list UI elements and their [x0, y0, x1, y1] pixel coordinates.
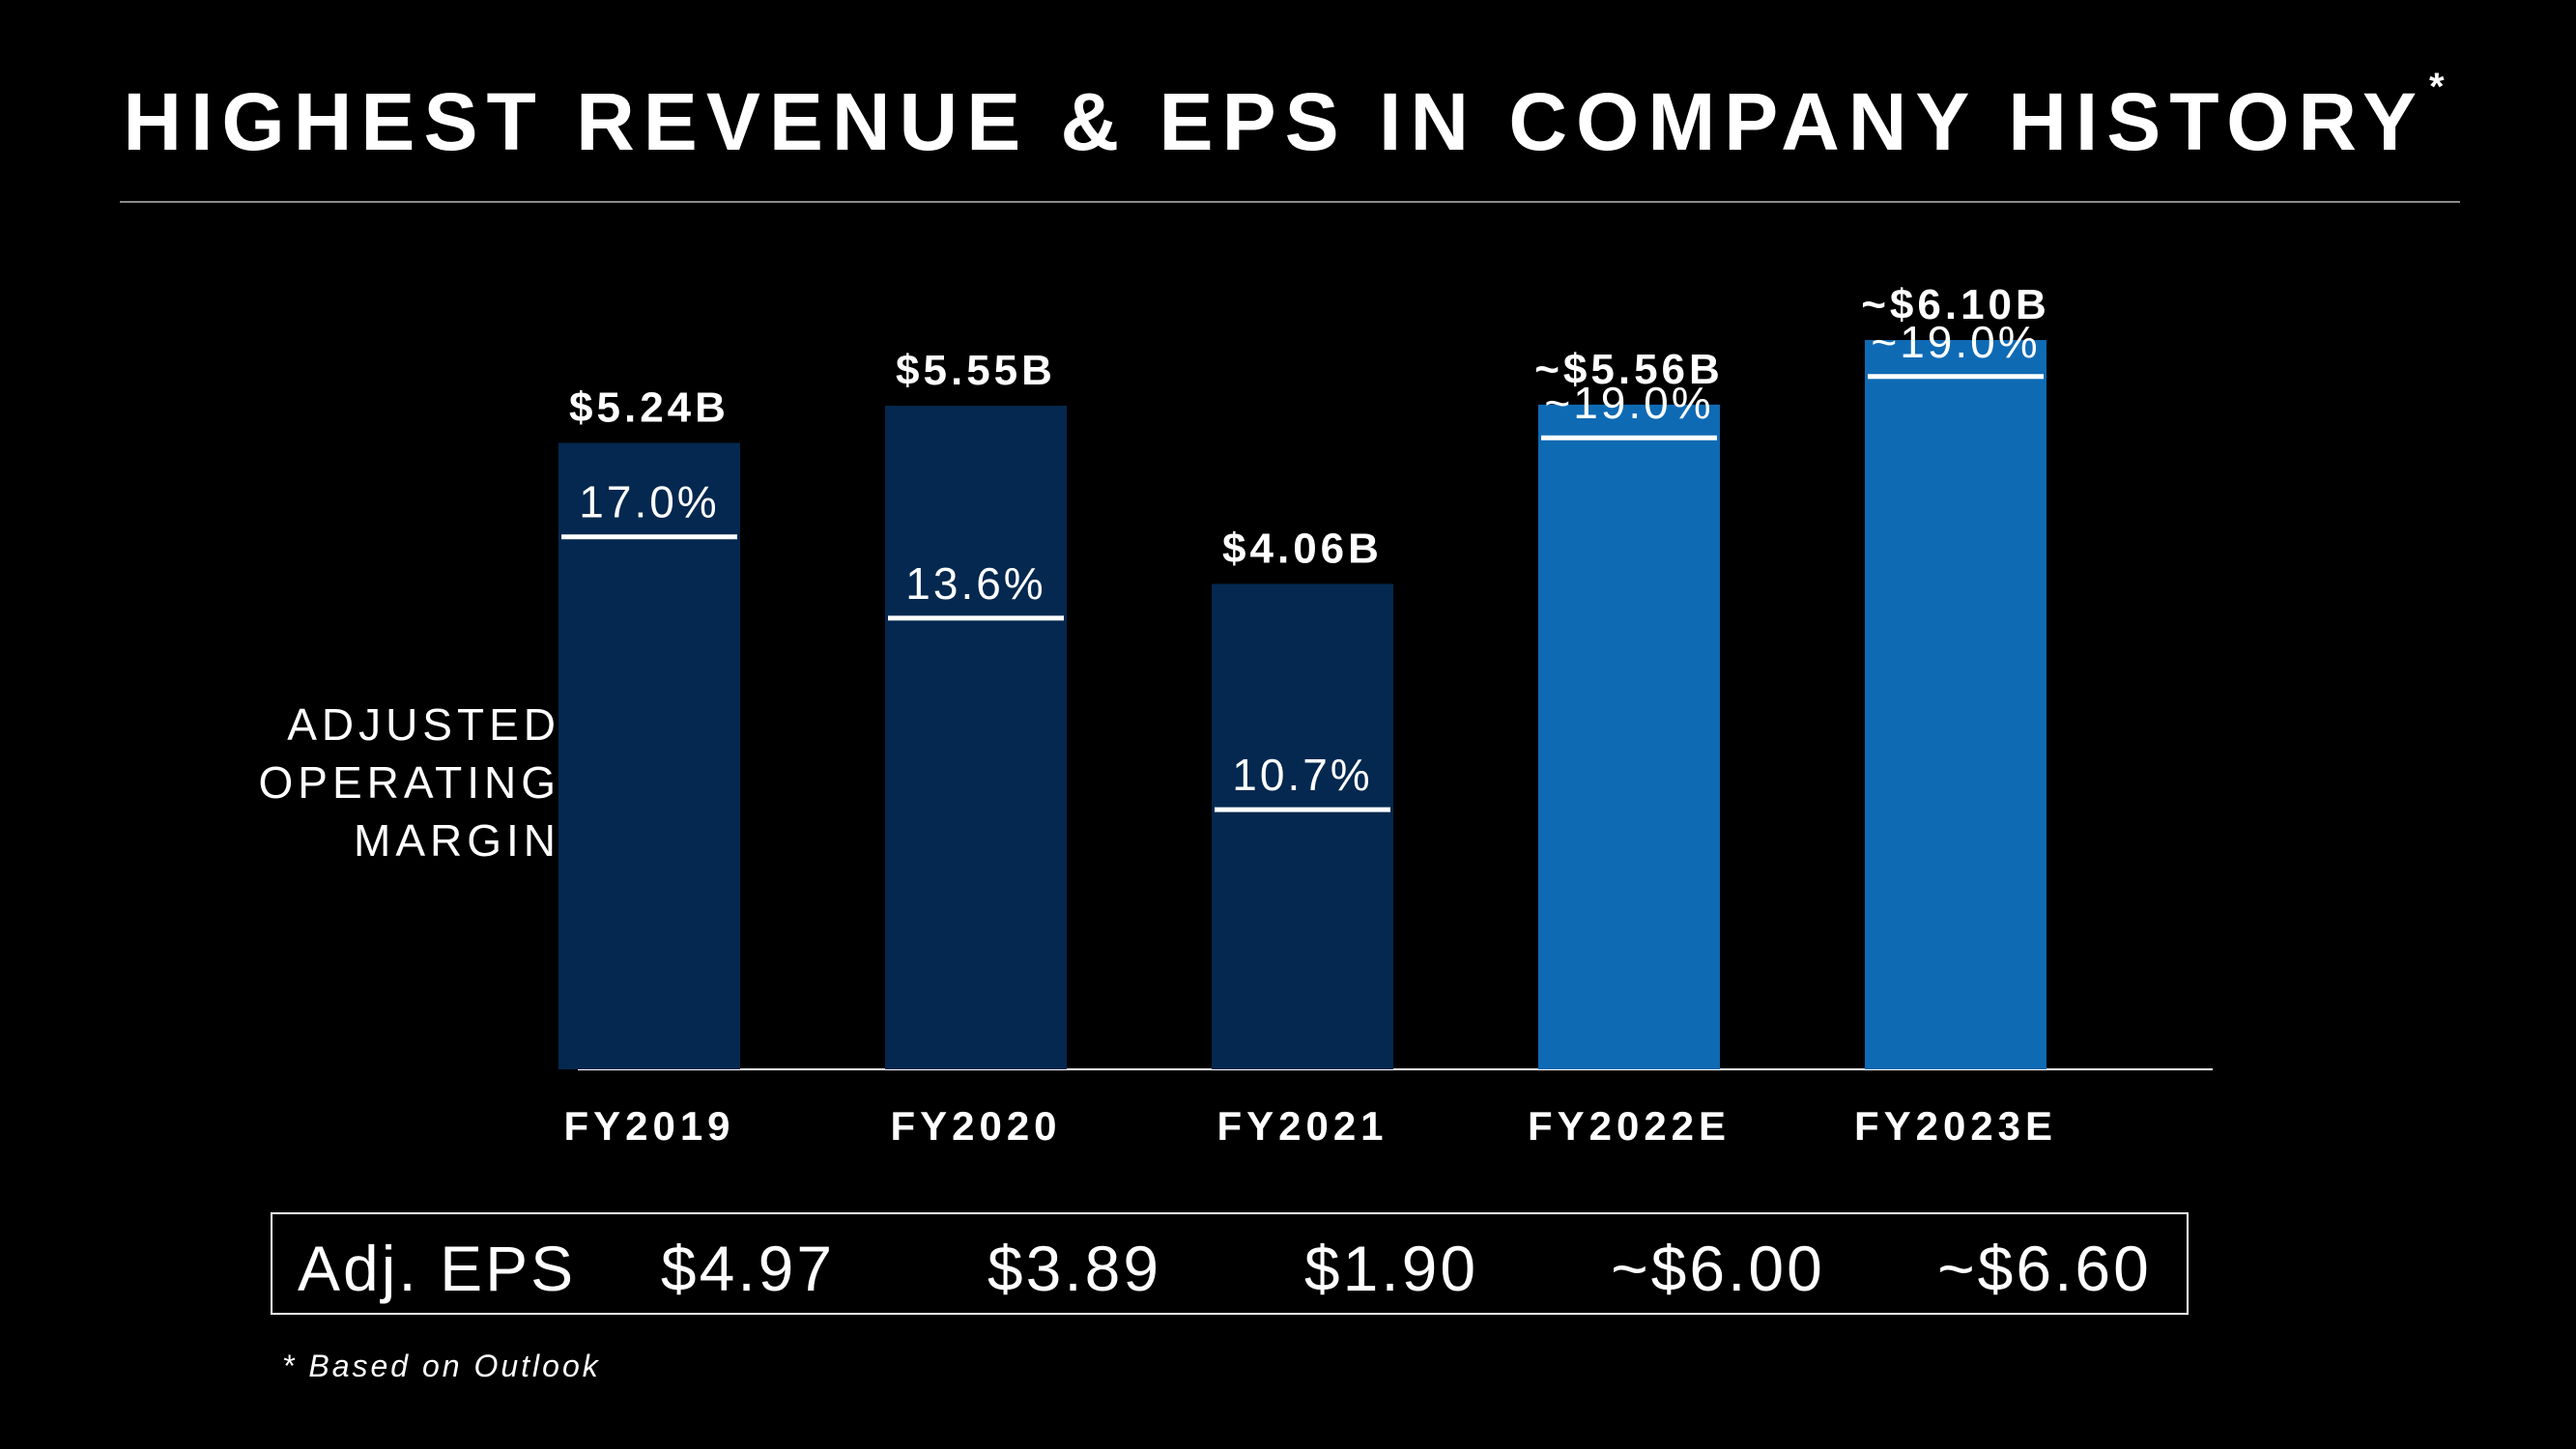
x-tick-label-fy2019: FY2019 [563, 1103, 734, 1149]
eps-value-fy2022e: ~$6.00 [1611, 1233, 1825, 1304]
value-label-fy2022e: ~$5.56B [1534, 346, 1724, 393]
eps-value-fy2020: $3.89 [987, 1233, 1162, 1304]
value-label-fy2019: $5.24B [569, 384, 730, 431]
x-tick-label-fy2022e: FY2022E [1528, 1103, 1731, 1149]
margin-label-fy2022e: ~19.0% [1544, 378, 1713, 428]
title-divider [120, 201, 2460, 203]
x-tick-label-fy2021: FY2021 [1216, 1103, 1388, 1149]
revenue-bar-chart: $5.24B 17.0% FY2019 $5.55B 13.6% FY2020 $4.06B… [558, 281, 2213, 1149]
title-text: HIGHEST REVENUE & EPS IN COMPANY HISTORY [123, 76, 2425, 167]
eps-value-fy2023e: ~$6.60 [1937, 1233, 2152, 1304]
value-label-fy2021: $4.06B [1222, 525, 1383, 572]
x-tick-label-fy2020: FY2020 [890, 1103, 1061, 1149]
footnote: * Based on Outlook [282, 1349, 601, 1383]
margin-label-fy2019: 17.0% [579, 477, 719, 527]
bar-fy2019 [558, 442, 740, 1069]
margin-label-fy2023e: ~19.0% [1871, 317, 2040, 367]
title-footnote-marker: * [2428, 66, 2453, 108]
x-tick-label-fy2023e: FY2023E [1854, 1103, 2057, 1149]
bar-fy2023e [1865, 340, 2046, 1069]
bar-fy2022e [1538, 404, 1720, 1069]
margin-label-fy2020: 13.6% [905, 558, 1045, 609]
bar-fy2020 [885, 406, 1067, 1070]
bar-fy2021 [1212, 583, 1393, 1069]
eps-row-label: Adj. EPS [298, 1233, 577, 1304]
value-label-fy2020: $5.55B [896, 347, 1056, 394]
value-label-fy2023e: ~$6.10B [1861, 281, 2050, 328]
eps-value-fy2019: $4.97 [660, 1233, 836, 1304]
margin-label-fy2021: 10.7% [1232, 750, 1372, 800]
page-title: HIGHEST REVENUE & EPS IN COMPANY HISTORY… [0, 66, 2576, 169]
y-axis-label: ADJUSTED OPERATING MARGIN [258, 699, 560, 866]
eps-table [271, 1212, 2189, 1315]
eps-value-fy2021: $1.90 [1303, 1233, 1479, 1304]
